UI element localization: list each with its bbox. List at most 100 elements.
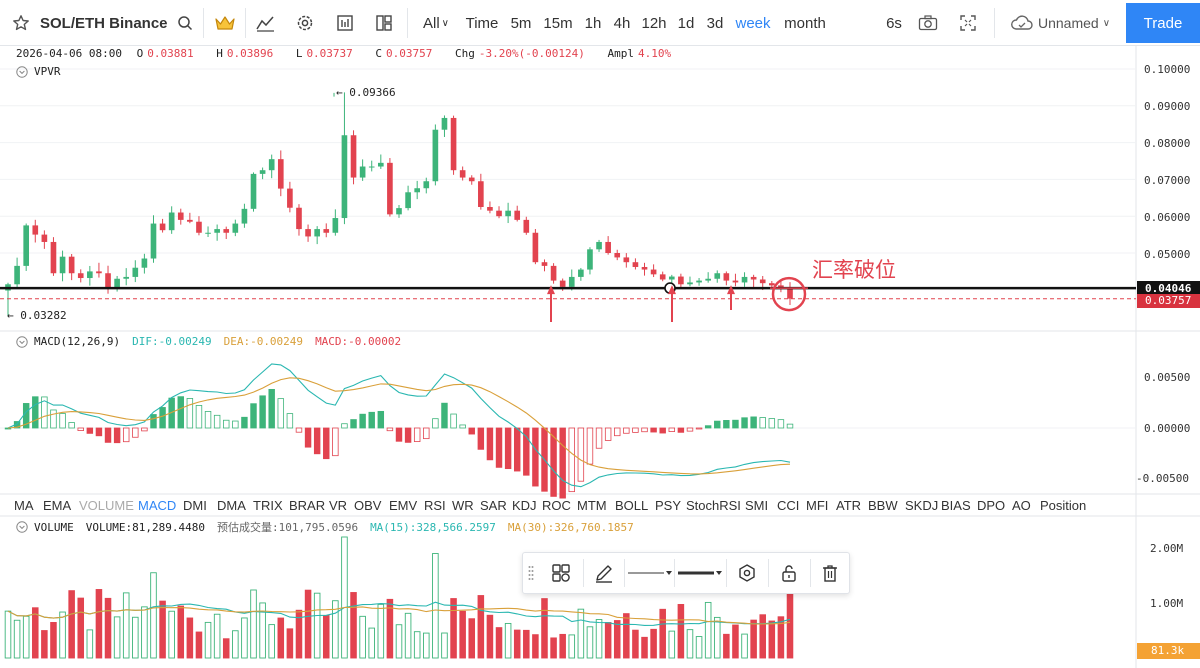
indicator-tab-obv[interactable]: OBV	[354, 498, 382, 513]
collapse-chevron-icon[interactable]	[16, 521, 28, 533]
macd-legend[interactable]: MACD(12,26,9) DIF:-0.00249 DEA:-0.00249 …	[16, 335, 401, 348]
macd-histogram-bar	[32, 396, 39, 429]
camera-icon[interactable]	[914, 0, 942, 46]
indicator-tab-dpo[interactable]: DPO	[977, 498, 1006, 513]
templates-icon[interactable]	[541, 553, 581, 593]
indicator-tab-dmi[interactable]: DMI	[183, 498, 207, 513]
collapse-chevron-icon[interactable]	[16, 65, 28, 78]
candle-body	[150, 223, 157, 259]
volume-bar	[595, 619, 603, 659]
layout-grid-icon[interactable]	[371, 0, 397, 46]
unlock-icon[interactable]	[769, 553, 809, 593]
interval-5m[interactable]: 5m	[510, 14, 532, 32]
indicator-tab-wr[interactable]: WR	[452, 498, 474, 513]
indicator-tab-dma[interactable]: DMA	[217, 498, 246, 513]
interval-time[interactable]: Time	[465, 14, 499, 32]
indicator-tab-ao[interactable]: AO	[1012, 498, 1031, 513]
candle-body	[14, 265, 20, 285]
indicator-tab-mfi[interactable]: MFI	[806, 498, 829, 513]
candle-body	[541, 262, 548, 266]
indicator-tab-emv[interactable]: EMV	[389, 498, 418, 513]
indicator-tab-skdj[interactable]: SKDJ	[905, 498, 939, 513]
indicator-tab-bbw[interactable]: BBW	[868, 498, 898, 513]
candle-body	[59, 256, 66, 274]
macd-dif: DIF:-0.00249	[132, 335, 212, 348]
chart-canvas[interactable]	[0, 46, 1200, 668]
candle-body	[459, 170, 466, 178]
interval-1d[interactable]: 1d	[677, 14, 695, 32]
indicator-tab-smi[interactable]: SMI	[745, 498, 769, 513]
settings-gear-icon[interactable]	[292, 0, 318, 46]
macd-histogram-bar	[295, 427, 303, 433]
breakdown-annotation[interactable]: 汇率破位	[812, 258, 896, 282]
indicator-tab-mtm[interactable]: MTM	[577, 498, 607, 513]
volume-bar	[95, 589, 103, 659]
settings-hexagon-icon[interactable]	[727, 553, 767, 593]
macd-histogram-bar	[477, 427, 485, 450]
indicator-tab-ema[interactable]: EMA	[43, 498, 72, 513]
indicator-tab-kdj[interactable]: KDJ	[512, 498, 537, 513]
candle-body	[187, 219, 193, 222]
collapse-chevron-icon[interactable]	[16, 335, 28, 348]
interval-all[interactable]: All ∨	[423, 14, 449, 32]
indicator-tab-sar[interactable]: SAR	[480, 498, 507, 513]
pencil-icon[interactable]	[585, 553, 623, 593]
fullscreen-icon[interactable]	[954, 0, 982, 46]
volume-bar	[350, 592, 357, 659]
interval-4h[interactable]: 4h	[613, 14, 631, 32]
macd-histogram-bar	[41, 396, 48, 429]
star-icon[interactable]	[10, 0, 32, 46]
interval-15m[interactable]: 15m	[543, 14, 573, 32]
macd-histogram-bar	[313, 427, 321, 455]
interval-week[interactable]: week	[735, 14, 771, 32]
trade-button[interactable]: Trade	[1126, 3, 1200, 43]
indicator-tab-volume[interactable]: VOLUME	[79, 498, 134, 513]
search-icon[interactable]	[174, 0, 196, 46]
interval-3d[interactable]: 3d	[706, 14, 724, 32]
indicator-tab-cci[interactable]: CCI	[777, 498, 800, 513]
indicator-tab-vr[interactable]: VR	[329, 498, 348, 513]
snapshot-icon[interactable]	[332, 0, 358, 46]
indicator-tab-brar[interactable]: BRAR	[289, 498, 326, 513]
interval-12h[interactable]: 12h	[641, 14, 667, 32]
cloud-icon[interactable]	[1008, 0, 1036, 46]
line-width-select[interactable]	[675, 553, 725, 593]
indicator-tab-bias[interactable]: BIAS	[941, 498, 971, 513]
indicator-tab-macd[interactable]: MACD	[138, 498, 177, 513]
indicators-icon[interactable]	[252, 0, 278, 46]
candle-body	[605, 241, 611, 253]
macd-histogram-bar	[104, 427, 112, 443]
indicator-tab-atr[interactable]: ATR	[836, 498, 862, 513]
indicator-tab-stochrsi[interactable]: StochRSI	[686, 498, 741, 513]
macd-histogram-bar	[177, 396, 184, 429]
macd-histogram-bar	[304, 427, 312, 448]
indicator-tab-ma[interactable]: MA	[14, 498, 34, 513]
volume-bar	[559, 633, 566, 659]
volume-bar	[577, 608, 585, 659]
interval-month[interactable]: month	[784, 14, 826, 32]
crown-icon[interactable]	[212, 0, 238, 46]
volume-bar	[186, 617, 194, 659]
drag-handle-icon[interactable]	[525, 553, 537, 593]
indicator-tab-rsi[interactable]: RSI	[424, 498, 446, 513]
macd-histogram-bar	[577, 427, 585, 482]
c-label: C	[375, 47, 383, 60]
layout-name[interactable]: Unnamed ∨	[1038, 15, 1111, 31]
vpvr-legend[interactable]: VPVR	[16, 65, 61, 78]
indicator-tab-boll[interactable]: BOLL	[615, 498, 649, 513]
symbol-title[interactable]: SOL/ETH Binance	[40, 14, 168, 32]
refresh-interval[interactable]: 6s	[886, 14, 902, 32]
macd-histogram-bar	[459, 424, 466, 429]
indicator-tab-trix[interactable]: TRIX	[253, 498, 283, 513]
interval-1h[interactable]: 1h	[584, 14, 602, 32]
candle-body	[268, 159, 275, 171]
trash-icon[interactable]	[811, 553, 849, 593]
indicator-tab-position[interactable]: Position	[1040, 498, 1087, 513]
macd-histogram-bar	[259, 395, 266, 429]
indicator-tab-roc[interactable]: ROC	[542, 498, 571, 513]
line-color-select[interactable]	[625, 553, 675, 593]
candle-body	[632, 262, 639, 267]
volume-legend[interactable]: VOLUME VOLUME:81,289.4480 预估成交量:101,795.…	[16, 519, 634, 535]
indicator-tab-psy[interactable]: PSY	[655, 498, 682, 513]
macd-histogram-bar	[368, 411, 375, 429]
